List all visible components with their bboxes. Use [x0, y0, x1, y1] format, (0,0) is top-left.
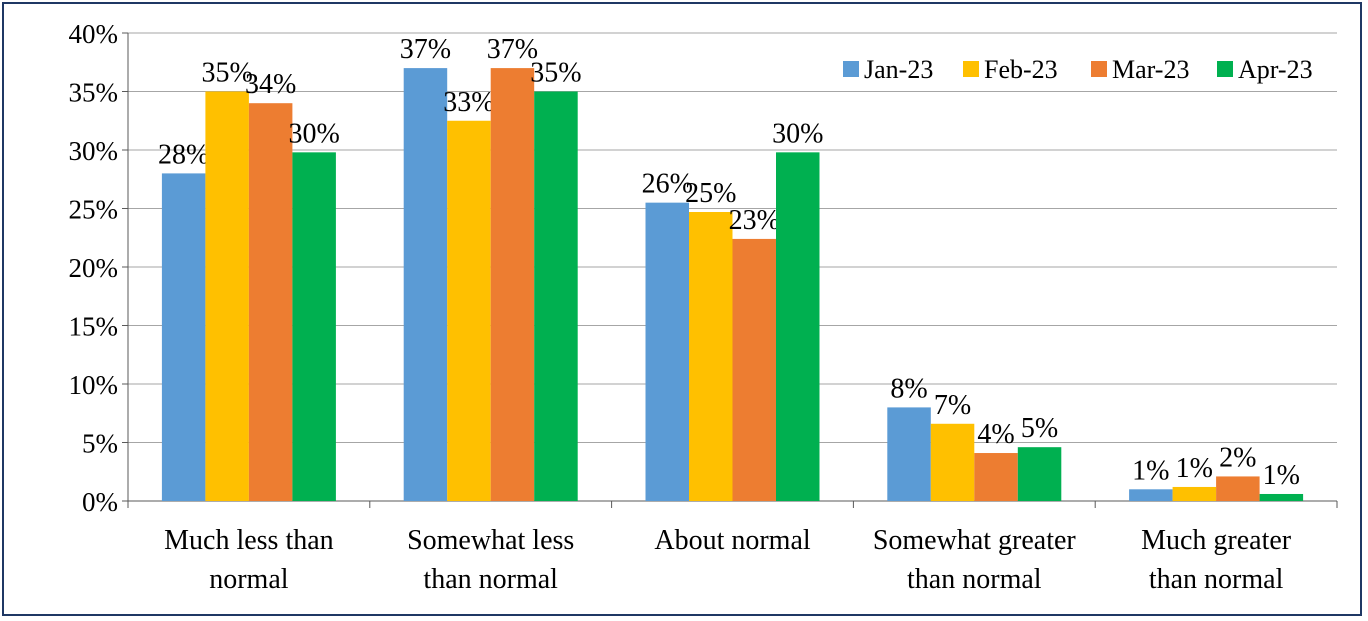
data-label: 33%	[443, 87, 494, 118]
bar	[930, 423, 975, 501]
x-tick-label: Somewhat greater	[873, 525, 1077, 556]
bar	[1259, 493, 1304, 501]
data-label: 25%	[685, 178, 736, 209]
data-label: 5%	[1021, 413, 1058, 444]
data-label: 4%	[977, 419, 1014, 450]
bar	[1129, 489, 1173, 501]
bar	[292, 152, 336, 501]
x-tick-label: than normal	[423, 564, 558, 595]
bar	[887, 407, 931, 501]
y-tick-label: 0%	[82, 487, 118, 517]
data-label: 23%	[729, 205, 780, 236]
bar	[645, 202, 689, 501]
bar	[689, 212, 733, 501]
bar	[205, 91, 249, 501]
data-label: 37%	[400, 34, 451, 65]
y-tick-label: 30%	[69, 136, 119, 166]
data-label: 26%	[642, 169, 693, 200]
data-label: 7%	[934, 390, 971, 421]
y-tick-label: 35%	[69, 78, 119, 108]
bar	[248, 103, 293, 501]
legend-label: Apr-23	[1238, 55, 1313, 84]
legend-swatch	[1091, 61, 1107, 77]
legend-label: Jan-23	[864, 55, 933, 84]
data-label: 35%	[530, 58, 581, 89]
bar	[534, 91, 578, 501]
x-tick-label: than normal	[1149, 564, 1284, 595]
bar	[974, 453, 1018, 501]
data-label: 35%	[201, 58, 252, 89]
y-tick-label: 5%	[82, 429, 118, 459]
data-label: 28%	[158, 139, 209, 170]
legend-swatch	[1217, 61, 1233, 77]
data-label: 1%	[1132, 455, 1169, 486]
bar	[490, 68, 535, 501]
bar	[776, 152, 820, 501]
bar	[1172, 486, 1217, 501]
bar	[403, 68, 448, 501]
data-label: 30%	[772, 118, 823, 149]
x-tick-label: Much greater	[1141, 525, 1292, 556]
bar	[447, 120, 491, 501]
bar	[1017, 447, 1062, 501]
legend-swatch	[843, 61, 859, 77]
bar	[1216, 476, 1260, 501]
legend-label: Feb-23	[984, 55, 1058, 84]
bar	[161, 173, 206, 501]
data-label: 30%	[288, 118, 339, 149]
x-tick-label: Somewhat less	[407, 525, 574, 556]
data-label: 1%	[1176, 453, 1213, 484]
y-tick-label: 40%	[69, 19, 119, 49]
y-tick-label: 25%	[69, 195, 119, 225]
data-label: 8%	[890, 373, 927, 404]
y-tick-label: 15%	[69, 312, 119, 342]
data-label: 1%	[1263, 460, 1300, 491]
x-tick-label: normal	[209, 564, 289, 595]
y-tick-label: 20%	[69, 253, 119, 283]
legend-label: Mar-23	[1112, 55, 1189, 84]
x-tick-label: About normal	[654, 525, 811, 556]
data-label: 37%	[487, 34, 538, 65]
x-tick-label: Much less than	[164, 525, 334, 556]
legend-swatch	[963, 61, 979, 77]
x-tick-label: than normal	[907, 564, 1042, 595]
data-label: 34%	[245, 69, 296, 100]
bar	[732, 238, 776, 502]
y-tick-label: 10%	[69, 370, 119, 400]
data-label: 2%	[1219, 442, 1256, 473]
